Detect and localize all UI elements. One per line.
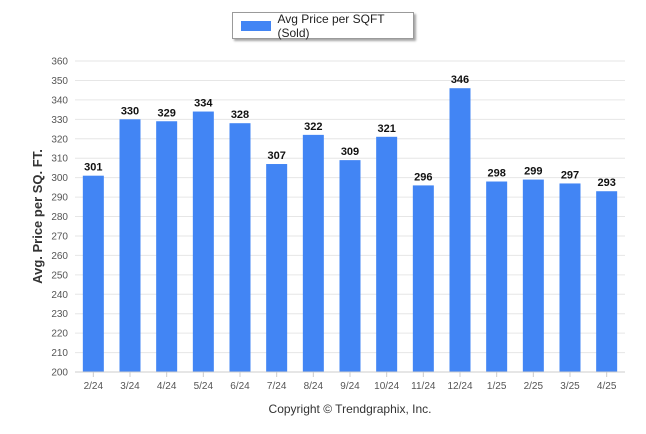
x-tick-label: 1/25 [487,381,507,392]
y-tick-label: 350 [51,76,68,87]
copyright-text: Copyright © Trendgraphix, Inc. [269,402,432,416]
y-axis-ticks: 200 210 220 230 240 250 260 270 280 290 300 310 320 3… [51,57,68,379]
y-tick-label: 250 [51,270,68,281]
x-tick-label: 3/24 [120,381,140,392]
y-tick-label: 310 [51,154,68,165]
data-label: 309 [341,146,359,158]
data-label: 346 [451,74,469,86]
bar [559,183,581,372]
x-tick-label: 12/24 [447,381,472,392]
x-tick-label: 8/24 [304,381,324,392]
x-tick-label: 3/25 [560,381,580,392]
data-label: 301 [84,162,102,174]
data-label: 334 [194,98,213,110]
x-tick-label: 10/24 [374,381,399,392]
legend-swatch [241,20,272,31]
bar [156,121,178,372]
bar [522,179,544,372]
chart-legend: Avg Price per SQFT (Sold) [232,11,414,40]
bar [119,119,141,372]
x-tick-label: 5/24 [194,381,214,392]
data-label: 330 [121,105,139,117]
y-tick-label: 210 [51,348,68,359]
data-label: 299 [524,166,542,178]
y-tick-label: 320 [51,134,68,145]
bar [449,88,471,373]
y-tick-label: 280 [51,212,68,223]
bar [486,181,508,372]
x-axis-ticks: 2/24 3/24 4/24 5/24 6/24 7/24 8/24 9/24 10/24 11/… [84,372,617,392]
y-tick-label: 330 [51,115,68,126]
y-tick-label: 230 [51,309,68,320]
data-label: 293 [597,177,615,189]
y-tick-label: 300 [51,173,68,184]
y-tick-label: 240 [51,290,68,301]
y-tick-label: 270 [51,231,68,242]
data-label: 298 [487,168,505,180]
data-label: 329 [157,107,175,119]
x-tick-label: 4/24 [157,381,177,392]
y-tick-label: 260 [51,251,68,262]
data-label: 328 [231,109,249,121]
data-labels: 301 330 329 334 328 307 322 309 321 296 346 298 299 2… [84,74,616,189]
bars [82,88,618,373]
data-label: 307 [267,150,285,162]
bar [376,136,398,372]
data-label: 297 [561,169,579,181]
data-label: 296 [414,171,432,183]
y-tick-label: 200 [51,368,68,379]
bar [302,134,324,372]
y-tick-label: 220 [51,329,68,340]
x-tick-label: 2/24 [84,381,104,392]
bar [82,175,104,372]
y-tick-label: 340 [51,95,68,106]
bar [192,111,214,372]
bar [229,123,251,372]
bar [266,164,288,372]
data-label: 321 [377,123,395,135]
data-label: 322 [304,121,322,133]
y-axis-title: Avg. Price per SQ. FT. [30,149,45,284]
bar [412,185,434,372]
x-tick-label: 6/24 [230,381,250,392]
legend-label: Avg Price per SQFT (Sold) [277,11,385,40]
bar [339,160,361,372]
y-tick-label: 360 [51,57,68,68]
x-tick-label: 2/25 [524,381,544,392]
bar [596,191,618,372]
x-tick-label: 9/24 [340,381,360,392]
y-tick-label: 290 [51,193,68,204]
x-tick-label: 7/24 [267,381,287,392]
x-tick-label: 4/25 [597,381,617,392]
x-tick-label: 11/24 [411,381,436,392]
